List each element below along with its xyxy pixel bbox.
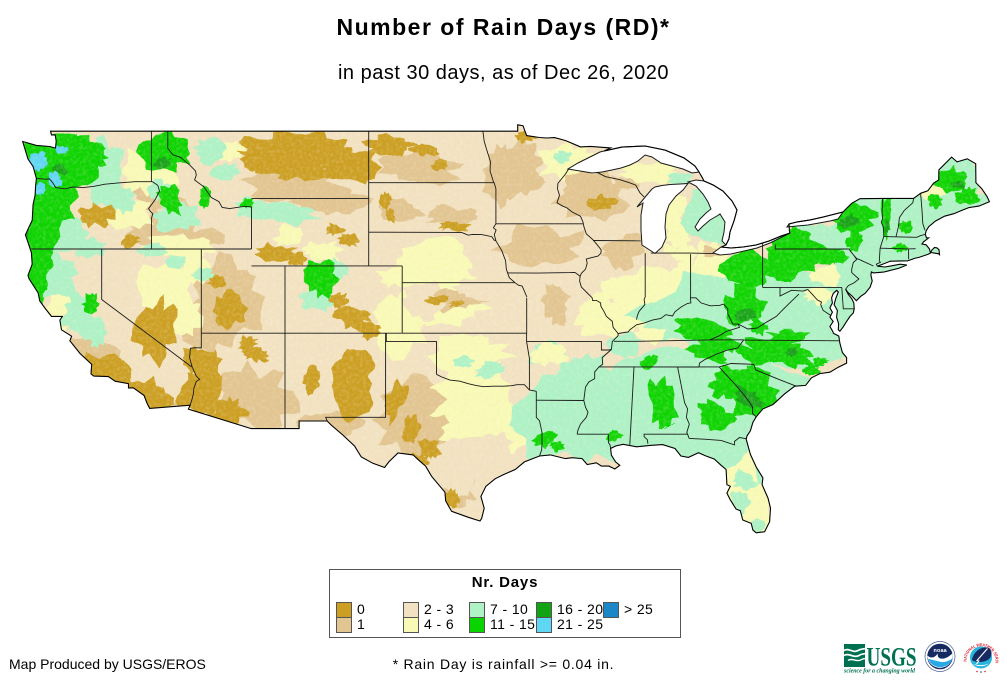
svg-text:noaa: noaa bbox=[934, 648, 948, 654]
svg-text:science for a changing world: science for a changing world bbox=[843, 668, 916, 675]
svg-text:USGS: USGS bbox=[867, 643, 917, 672]
